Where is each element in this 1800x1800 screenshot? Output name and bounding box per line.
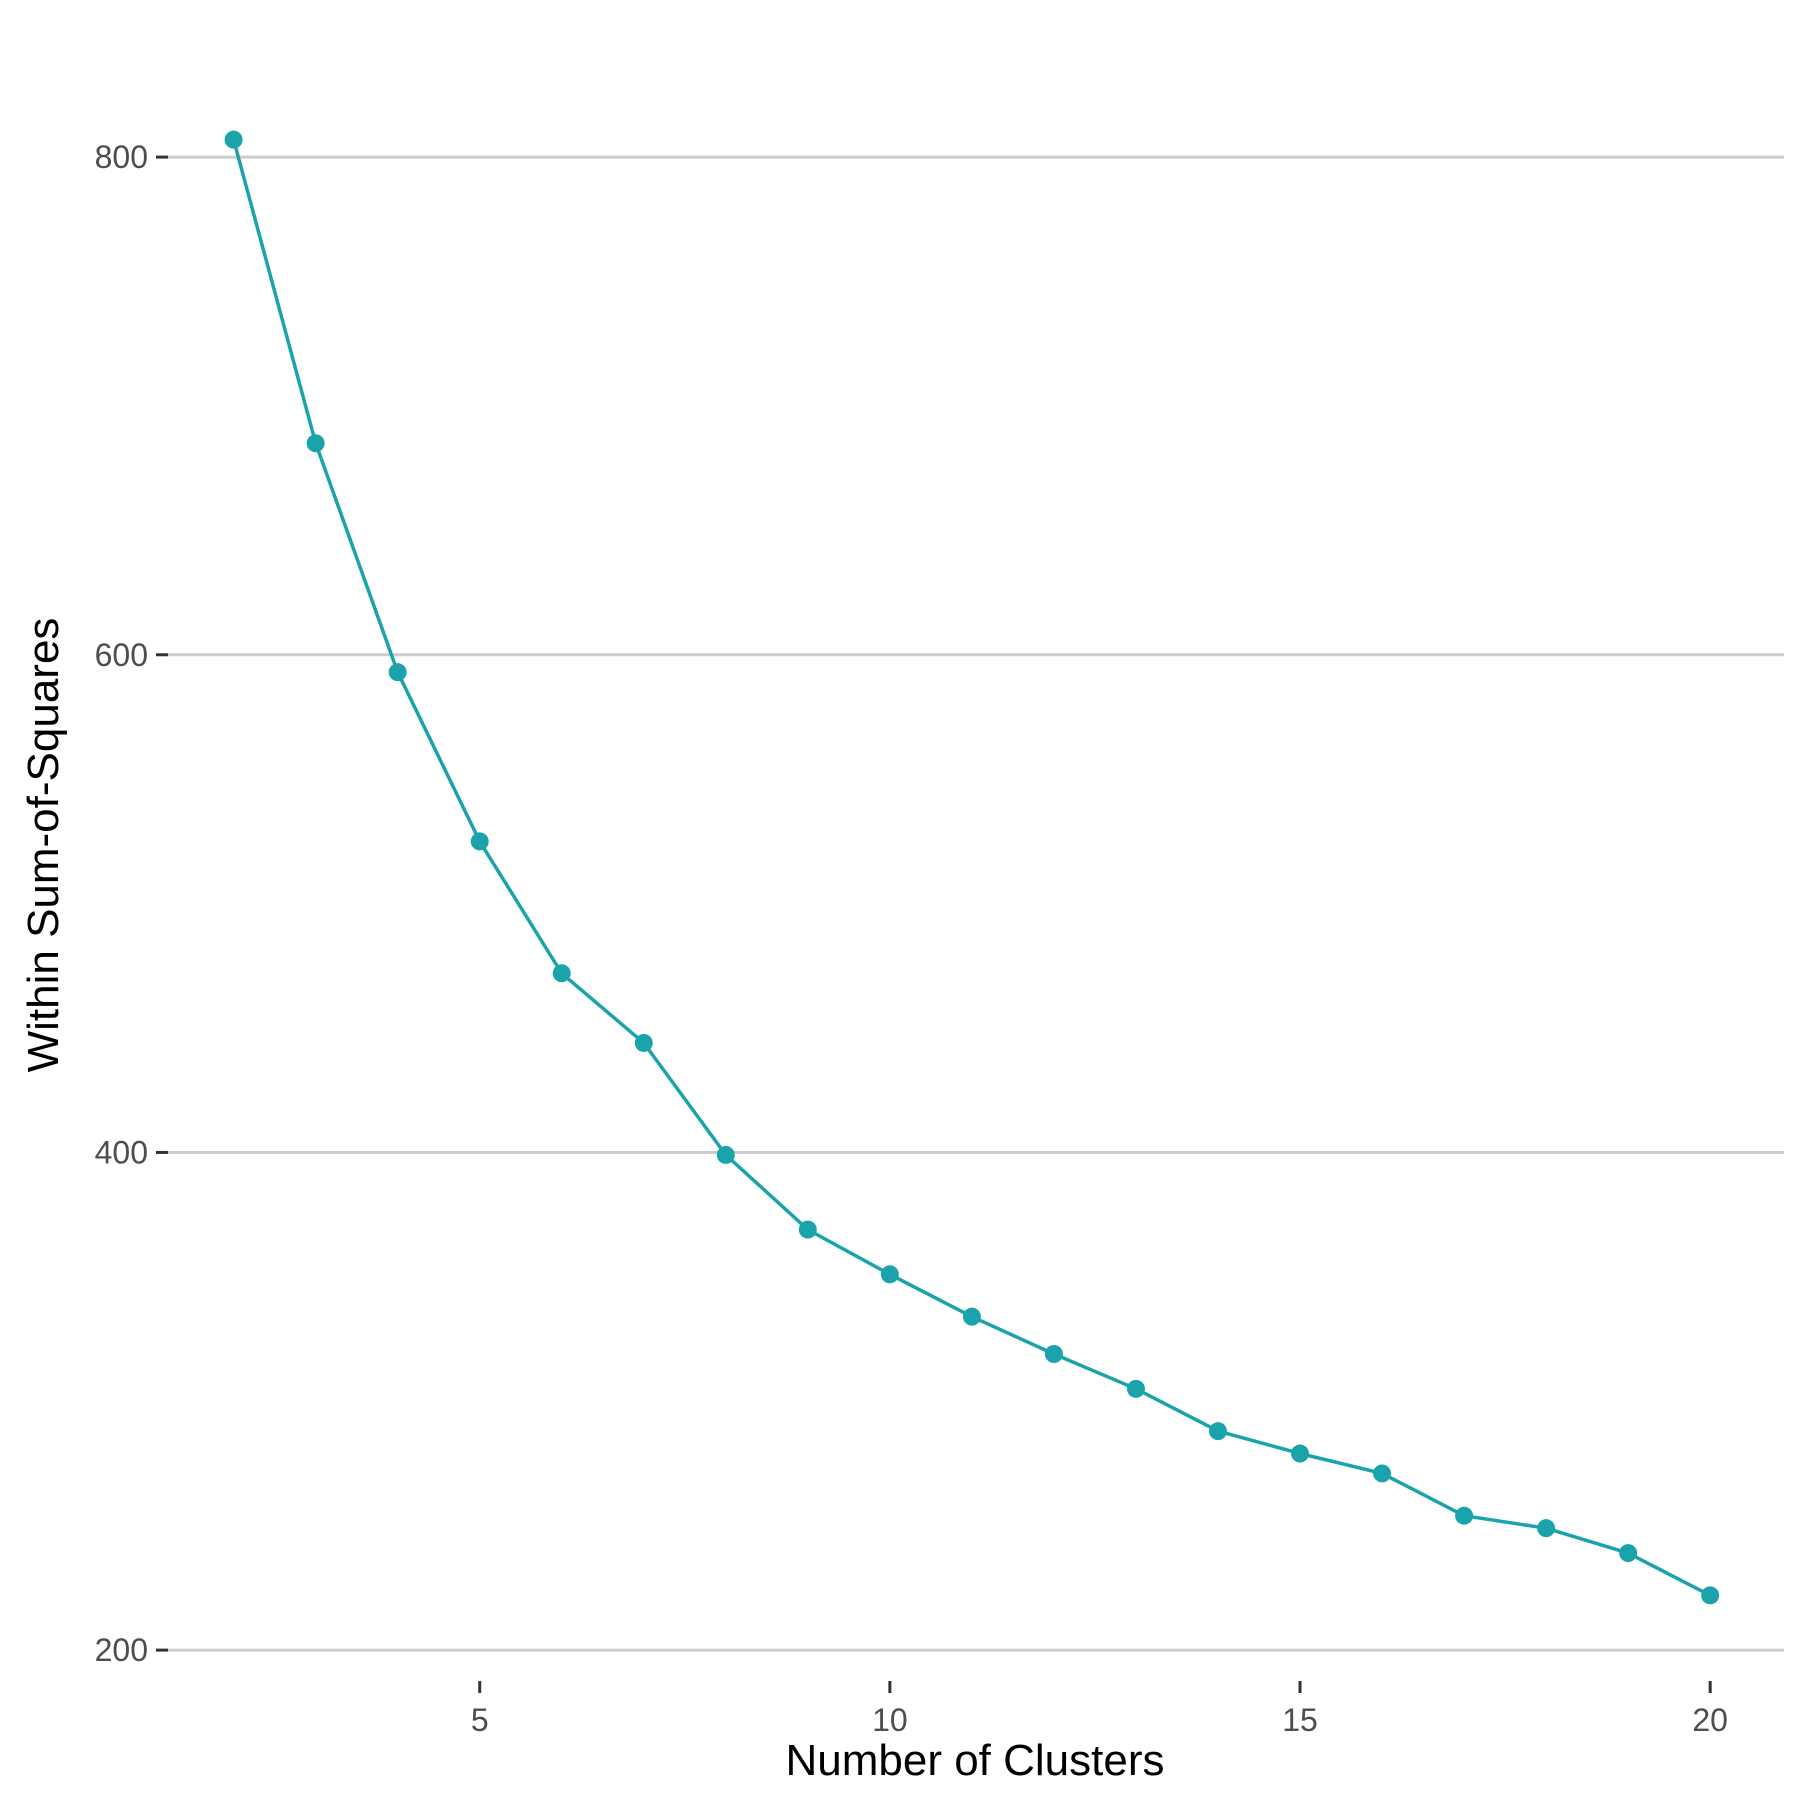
data-point-k11 bbox=[962, 1307, 981, 1326]
x-tick-label-20: 20 bbox=[1692, 1702, 1728, 1738]
data-point-k15 bbox=[1291, 1444, 1310, 1463]
grid-lines bbox=[168, 155, 1784, 1652]
series-line bbox=[231, 139, 1712, 1597]
y-tick-label-600: 600 bbox=[95, 637, 148, 673]
data-point-k14 bbox=[1208, 1422, 1227, 1441]
x-axis-title: Number of Clusters bbox=[785, 1736, 1164, 1785]
x-tick-label-15: 15 bbox=[1282, 1702, 1318, 1738]
data-point-k2 bbox=[224, 130, 243, 149]
data-point-k9 bbox=[798, 1220, 817, 1239]
data-point-k17 bbox=[1455, 1506, 1474, 1525]
data-point-k18 bbox=[1537, 1519, 1556, 1538]
data-point-k19 bbox=[1619, 1544, 1638, 1563]
data-point-k10 bbox=[880, 1265, 899, 1284]
y-axis: 200 400 600 800 bbox=[95, 139, 168, 1668]
data-point-k16 bbox=[1373, 1464, 1392, 1483]
x-axis: 5 10 15 20 bbox=[471, 1681, 1728, 1738]
data-point-k12 bbox=[1044, 1345, 1063, 1363]
data-point-k7 bbox=[634, 1033, 653, 1052]
data-point-k3 bbox=[306, 434, 325, 453]
y-tick-label-400: 400 bbox=[95, 1134, 148, 1170]
data-point-k13 bbox=[1126, 1379, 1145, 1398]
data-point-k4 bbox=[388, 663, 407, 682]
y-tick-label-200: 200 bbox=[95, 1632, 148, 1668]
data-point-k6 bbox=[552, 964, 571, 983]
x-tick-label-10: 10 bbox=[872, 1702, 908, 1738]
data-point-k8 bbox=[716, 1145, 735, 1164]
data-point-k5 bbox=[470, 832, 489, 851]
y-axis-title: Within Sum-of-Squares bbox=[19, 618, 68, 1073]
series-layer bbox=[224, 130, 1720, 1605]
x-tick-label-5: 5 bbox=[471, 1702, 489, 1738]
y-tick-label-800: 800 bbox=[95, 139, 148, 175]
data-point-k20 bbox=[1701, 1586, 1720, 1605]
